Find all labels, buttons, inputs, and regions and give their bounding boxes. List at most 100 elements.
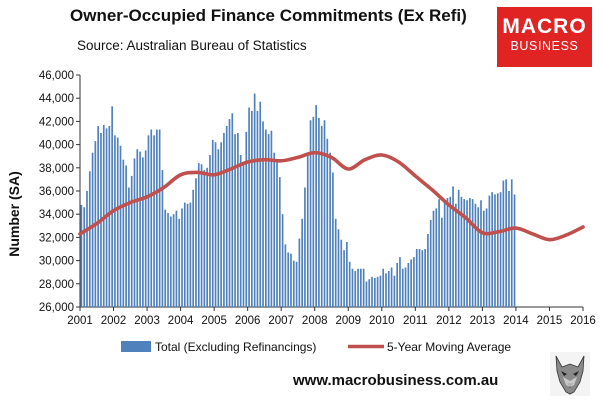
bar (292, 260, 295, 307)
bar (452, 186, 454, 307)
bar (318, 117, 320, 307)
bar (499, 192, 502, 307)
bar (471, 199, 474, 307)
bar (513, 194, 516, 307)
bar (228, 119, 231, 307)
bar (86, 191, 88, 307)
y-tick-label: 34,000 (39, 209, 74, 221)
bar (399, 257, 401, 307)
bar (242, 162, 245, 307)
bar (158, 129, 161, 307)
bar (354, 271, 357, 307)
bar (139, 151, 141, 307)
bar (368, 279, 371, 307)
bar (373, 278, 376, 307)
bar (237, 133, 239, 307)
bar (231, 113, 234, 307)
bar (167, 213, 169, 307)
bar (156, 129, 158, 307)
bar (88, 171, 91, 307)
bar (211, 139, 214, 307)
bar (80, 204, 83, 307)
y-tick-label: 46,000 (39, 70, 74, 82)
bar (362, 268, 365, 307)
bar (435, 208, 438, 307)
x-tick-label: 2003 (134, 315, 160, 327)
bar (429, 220, 432, 307)
bar (385, 273, 387, 307)
bar (147, 135, 150, 307)
bar (455, 203, 457, 307)
bar (298, 238, 301, 307)
footer-url: www.macrobusiness.com.au (293, 372, 499, 389)
bar (463, 199, 466, 307)
bar (223, 133, 225, 307)
bar (178, 218, 181, 307)
bar (251, 110, 253, 308)
bar (114, 135, 116, 307)
bar (491, 192, 494, 307)
bar (267, 134, 270, 307)
bar (404, 267, 407, 307)
bar (340, 239, 343, 307)
x-tick-label: 2005 (201, 315, 227, 327)
bar (320, 126, 323, 307)
x-tick-label: 2011 (403, 315, 428, 327)
bar (480, 200, 482, 307)
bar (301, 218, 303, 307)
bar (217, 149, 220, 307)
y-tick-label: 36,000 (39, 186, 74, 198)
bar (441, 217, 443, 307)
bar (418, 249, 421, 307)
bar (203, 170, 206, 307)
bar (371, 276, 373, 307)
bar (192, 189, 195, 307)
legend-line-label: 5-Year Moving Average (387, 340, 511, 354)
bar (270, 130, 273, 307)
bar (468, 197, 471, 307)
bar (290, 253, 292, 307)
bar (189, 202, 192, 307)
bar (396, 262, 399, 307)
bar (306, 155, 309, 307)
bar (262, 121, 264, 308)
bar (119, 145, 122, 307)
bar (351, 268, 354, 307)
bar (494, 194, 496, 307)
bar (485, 208, 488, 307)
bar (239, 155, 242, 307)
bar (83, 207, 86, 307)
bar (144, 150, 147, 307)
bar (125, 165, 127, 307)
bar (387, 271, 390, 307)
macrobusiness-logo: MACRO BUSINESS (497, 7, 592, 67)
bar (488, 195, 491, 307)
bar (234, 134, 236, 307)
bar (200, 164, 203, 307)
x-tick-label: 2015 (537, 315, 563, 327)
bar (175, 210, 178, 307)
bar (477, 207, 480, 307)
bar (278, 177, 281, 307)
bar (248, 107, 250, 307)
bar (337, 229, 340, 307)
bar (323, 120, 326, 308)
bar (276, 160, 278, 307)
bar (136, 149, 139, 307)
y-tick-label: 32,000 (39, 232, 74, 244)
bar (382, 268, 385, 307)
bar (181, 208, 183, 307)
bar (482, 210, 485, 307)
bar (326, 138, 329, 307)
moving-average-line (78, 150, 585, 242)
bar (245, 131, 248, 307)
bar (164, 209, 167, 307)
bar (281, 214, 284, 307)
legend-bar-swatch (121, 341, 151, 352)
bar (304, 187, 306, 307)
bar (273, 152, 276, 307)
bar (438, 199, 440, 307)
bar (309, 120, 312, 308)
bar (91, 152, 94, 307)
